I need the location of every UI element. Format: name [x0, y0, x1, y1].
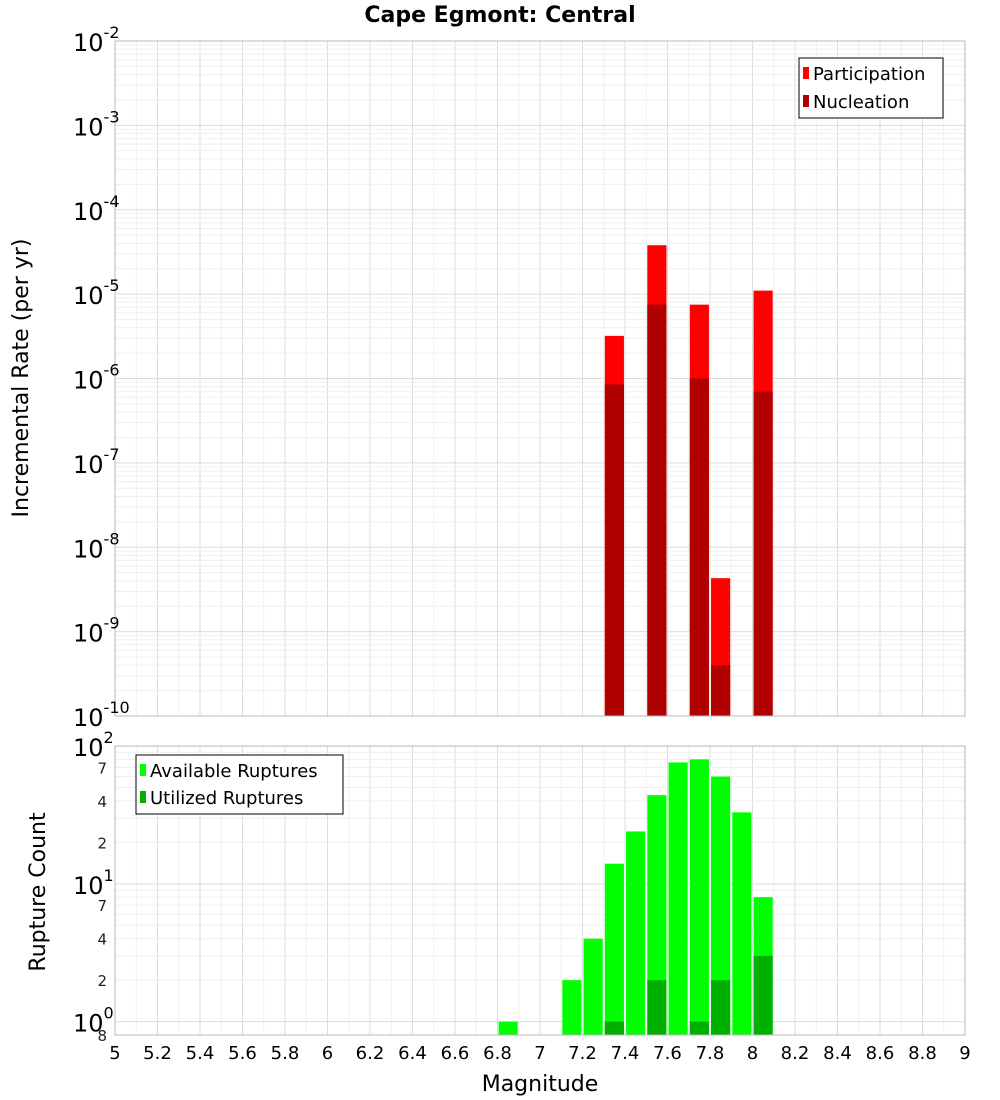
rate-panel: 10-10 10-9 10-8 10-7 10-6 10-5 10-4 10-3 10-2 In… [9, 23, 966, 732]
x-tick-label: 7.6 [653, 1043, 682, 1064]
x-tick-label: 6.6 [441, 1043, 470, 1064]
nucleation-bar [689, 378, 709, 716]
available-ruptures-bar [647, 795, 667, 1035]
available-ruptures-bar [732, 812, 752, 1035]
x-tick-label: 6.8 [483, 1043, 512, 1064]
x-tick-label: 5.4 [186, 1043, 215, 1064]
rate-legend-box [798, 57, 944, 119]
rate-gridlines [114, 41, 966, 717]
available-ruptures-bar [711, 776, 731, 1035]
available-ruptures-bar [498, 1021, 518, 1035]
x-tick-label: 6.2 [356, 1043, 385, 1064]
count-y-minor-tick-label: 4 [97, 793, 107, 811]
rate-y-tick-label: 10-2 [73, 23, 120, 57]
nucleation-bar [604, 384, 624, 716]
x-tick-label: 7.4 [611, 1043, 640, 1064]
available-ruptures-bar [583, 938, 603, 1035]
rate-y-tick-label: 10-7 [73, 445, 120, 479]
utilized-ruptures-bar [689, 1021, 709, 1035]
rate-y-tick-label: 10-8 [73, 529, 120, 563]
chart-title: Cape Egmont: Central [364, 3, 635, 28]
count-y-ticks: 100 101 102 8 2 4 7 2 4 7 [73, 728, 114, 1045]
legend-swatch-utilized-ruptures [140, 791, 146, 803]
legend-label-participation: Participation [813, 64, 925, 85]
count-legend-box [135, 754, 344, 815]
count-bars [498, 759, 773, 1035]
x-tick-label: 8 [747, 1043, 758, 1064]
nucleation-bar [647, 304, 667, 716]
x-tick-label: 6.4 [398, 1043, 427, 1064]
x-tick-label: 9 [959, 1043, 970, 1064]
count-y-tick-label: 102 [73, 728, 114, 762]
rate-plot-frame [114, 40, 966, 717]
x-tick-label: 7.8 [696, 1043, 725, 1064]
x-tick-label: 5.8 [271, 1043, 300, 1064]
count-y-tick-label: 101 [73, 866, 114, 900]
available-ruptures-bar [562, 980, 582, 1035]
available-ruptures-bar [604, 863, 624, 1035]
count-legend: Available Ruptures Utilized Ruptures [135, 754, 344, 815]
x-tick-label: 8.6 [866, 1043, 895, 1064]
nucleation-bar [753, 391, 773, 716]
x-tick-label: 6 [322, 1043, 333, 1064]
rate-y-tick-label: 10-6 [73, 361, 120, 395]
x-tick-label: 5 [109, 1043, 120, 1064]
x-tick-label: 8.4 [823, 1043, 852, 1064]
utilized-ruptures-bar [604, 1021, 624, 1035]
count-y-minor-tick-label: 2 [97, 972, 107, 990]
rate-legend: Participation Nucleation [798, 57, 944, 119]
count-y-tick-label: 100 [73, 1004, 114, 1038]
count-gridlines [114, 745, 966, 1035]
x-axis-label: Magnitude [482, 1072, 599, 1097]
legend-label-utilized-ruptures: Utilized Ruptures [150, 788, 303, 809]
x-tick-labels: 5 5.2 5.4 5.6 5.8 6 6.2 6.4 6.6 6.8 7 7.2 7.4 7.6 7.8 8… [109, 1043, 970, 1064]
count-y-minor-tick-label: 2 [97, 834, 107, 852]
utilized-ruptures-bar [647, 980, 667, 1035]
x-tick-label: 8.2 [781, 1043, 810, 1064]
count-y-minor-tick-label: 8 [97, 1027, 107, 1045]
legend-swatch-participation [803, 67, 809, 79]
count-y-minor-tick-label: 7 [97, 759, 107, 777]
x-tick-label: 7.2 [568, 1043, 597, 1064]
rate-bars [604, 245, 773, 717]
available-ruptures-bar [626, 831, 646, 1035]
rate-y-tick-label: 10-4 [73, 192, 120, 226]
x-tick-label: 5.2 [143, 1043, 172, 1064]
available-ruptures-bar [668, 762, 688, 1035]
x-tick-label: 5.6 [228, 1043, 257, 1064]
count-y-minor-tick-label: 4 [97, 931, 107, 949]
x-tick-label: 7 [534, 1043, 545, 1064]
nucleation-bar [711, 665, 731, 716]
rate-y-tick-label: 10-5 [73, 276, 120, 310]
rate-y-tick-label: 10-10 [73, 698, 130, 732]
rate-y-tick-label: 10-3 [73, 107, 120, 141]
utilized-ruptures-bar [711, 980, 731, 1035]
x-tick-label: 8.8 [908, 1043, 937, 1064]
legend-swatch-nucleation [803, 95, 809, 107]
available-ruptures-bar [689, 759, 709, 1035]
legend-label-nucleation: Nucleation [813, 92, 909, 113]
count-plot-frame [114, 745, 966, 1036]
rate-y-axis-label: Incremental Rate (per yr) [9, 239, 34, 518]
legend-label-available-ruptures: Available Ruptures [150, 761, 318, 782]
rate-y-tick-label: 10-9 [73, 614, 120, 648]
count-y-minor-tick-label: 7 [97, 897, 107, 915]
rate-y-ticks: 10-10 10-9 10-8 10-7 10-6 10-5 10-4 10-3 10-2 [73, 23, 130, 732]
count-panel: 100 101 102 8 2 4 7 2 4 7 Rupture Count Available… [26, 728, 966, 1045]
legend-swatch-available-ruptures [140, 764, 146, 776]
utilized-ruptures-bar [753, 955, 773, 1035]
count-y-axis-label: Rupture Count [26, 812, 51, 972]
